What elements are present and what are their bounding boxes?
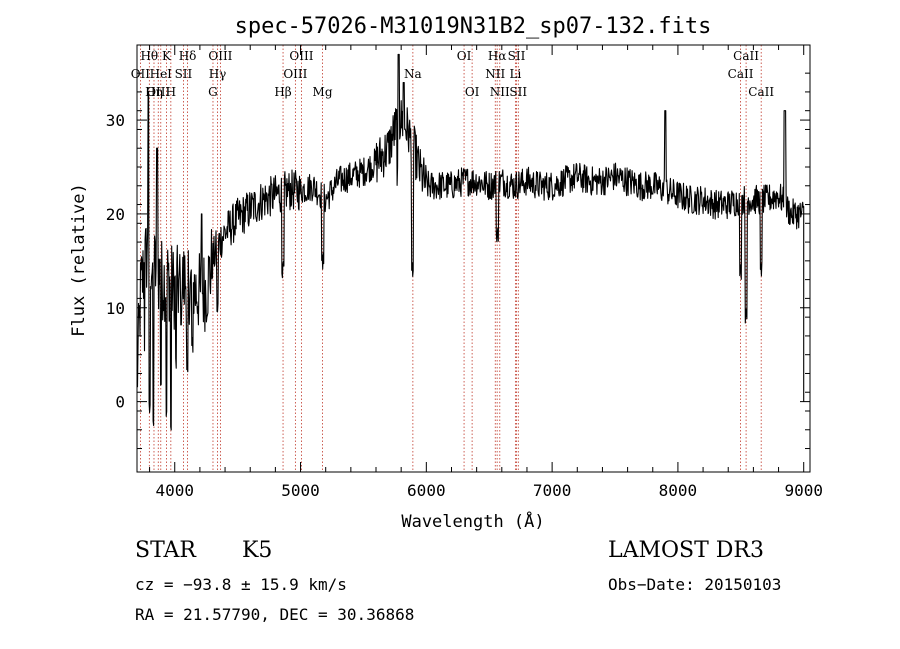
y-tick-label: 10 [106, 299, 125, 318]
line-label: CaII [728, 67, 754, 81]
line-label: NII [490, 85, 510, 99]
line-label: Hδ [179, 49, 197, 63]
line-label: Hγ [209, 67, 227, 81]
line-label: SII [175, 67, 193, 81]
line-label: CaII [733, 49, 759, 63]
line-label: Hη [145, 85, 163, 99]
object-class: STAR [135, 538, 196, 563]
line-label: Hα [488, 49, 507, 63]
line-label: Hθ [140, 49, 158, 63]
line-label: H [166, 85, 176, 99]
chart-title: spec-57026-M31019N31B2_sp07-132.fits [235, 14, 712, 39]
y-tick-label: 20 [106, 205, 125, 224]
redshift-velocity: cz = −93.8 ± 15.9 km/s [135, 575, 347, 594]
line-label: OIII [289, 49, 313, 63]
x-axis-label: Wavelength (Å) [401, 510, 544, 532]
y-axis-label: Flux (relative) [69, 183, 89, 337]
plot-frame [136, 44, 811, 473]
line-label: SII [508, 49, 526, 63]
line-label: OI [465, 85, 480, 99]
line-label: OIII [283, 67, 307, 81]
coordinates: RA = 21.57790, DEC = 30.36868 [135, 605, 415, 624]
observation-date: Obs−Date: 20150103 [608, 575, 782, 594]
x-tick-label: 6000 [407, 481, 446, 500]
x-tick-label: 8000 [659, 481, 698, 500]
line-label: CaII [748, 85, 774, 99]
line-label: Na [404, 67, 422, 81]
line-label: OI [457, 49, 472, 63]
line-label: Li [509, 67, 521, 81]
line-label: Hβ [274, 85, 291, 99]
y-tick-label: 30 [106, 111, 125, 130]
y-tick-label: 0 [115, 393, 125, 412]
axis-ticks: 4000 5000 6000 7000 8000 9000 0 10 20 30 [106, 45, 823, 500]
survey-name: LAMOST DR3 [608, 538, 764, 563]
line-marker-layer [139, 45, 762, 472]
x-tick-label: 9000 [784, 481, 823, 500]
line-label: SII [509, 85, 527, 99]
line-label: HeI [150, 67, 173, 81]
line-label: K [162, 49, 172, 63]
x-tick-label: 7000 [533, 481, 572, 500]
line-label: OIII [146, 85, 170, 99]
x-tick-label: 4000 [155, 481, 194, 500]
spectrum-line [136, 53, 805, 431]
line-label: G [208, 85, 218, 99]
x-tick-label: 5000 [281, 481, 320, 500]
line-label: NII [485, 67, 505, 81]
line-label: Mg [313, 85, 333, 99]
line-label: OII [131, 67, 151, 81]
line-label: OIII [208, 49, 232, 63]
object-subclass: K5 [242, 538, 273, 563]
